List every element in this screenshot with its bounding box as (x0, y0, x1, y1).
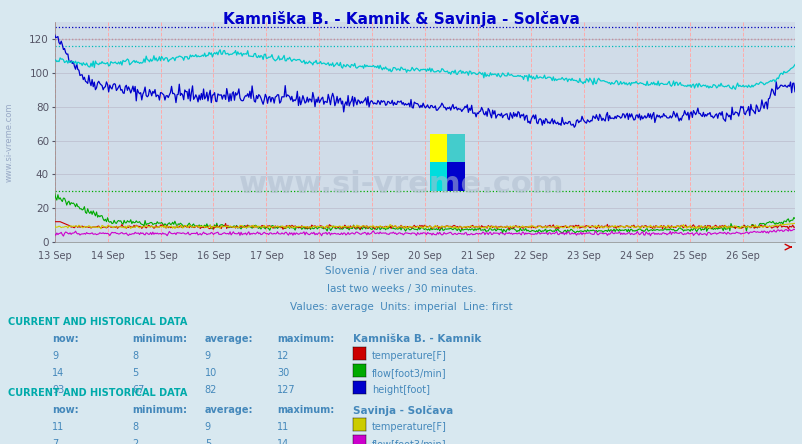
Text: 14: 14 (52, 368, 64, 378)
Text: 13 Sep: 13 Sep (38, 251, 71, 261)
Text: CURRENT AND HISTORICAL DATA: CURRENT AND HISTORICAL DATA (8, 317, 187, 328)
Text: 23 Sep: 23 Sep (566, 251, 601, 261)
Text: 10: 10 (205, 368, 217, 378)
Text: last two weeks / 30 minutes.: last two weeks / 30 minutes. (326, 284, 476, 294)
Text: CURRENT AND HISTORICAL DATA: CURRENT AND HISTORICAL DATA (8, 388, 187, 398)
Text: Savinja - Solčava: Savinja - Solčava (353, 405, 453, 416)
Text: 5: 5 (132, 368, 139, 378)
Text: 9: 9 (52, 351, 59, 361)
Text: average:: average: (205, 334, 253, 345)
Text: 11: 11 (277, 422, 289, 432)
Text: 7: 7 (52, 439, 59, 444)
Text: 8: 8 (132, 351, 139, 361)
Text: 9: 9 (205, 351, 211, 361)
Text: 21 Sep: 21 Sep (461, 251, 495, 261)
Text: 2: 2 (132, 439, 139, 444)
Text: www.si-vreme.com: www.si-vreme.com (5, 102, 14, 182)
Text: temperature[F]: temperature[F] (371, 351, 446, 361)
Text: 15 Sep: 15 Sep (144, 251, 177, 261)
Text: 14: 14 (277, 439, 289, 444)
Text: 22 Sep: 22 Sep (513, 251, 548, 261)
Text: minimum:: minimum: (132, 334, 187, 345)
Text: Kamniška B. - Kamnik & Savinja - Solčava: Kamniška B. - Kamnik & Savinja - Solčava (223, 11, 579, 27)
Text: Kamniška B. - Kamnik: Kamniška B. - Kamnik (353, 334, 481, 345)
Text: 12: 12 (277, 351, 289, 361)
Text: 14 Sep: 14 Sep (91, 251, 124, 261)
Text: flow[foot3/min]: flow[foot3/min] (371, 439, 446, 444)
Text: maximum:: maximum: (277, 334, 334, 345)
Text: 16 Sep: 16 Sep (196, 251, 230, 261)
Text: 93: 93 (52, 385, 64, 395)
Text: 67: 67 (132, 385, 144, 395)
Text: 5: 5 (205, 439, 211, 444)
Text: maximum:: maximum: (277, 405, 334, 415)
Text: www.si-vreme.com: www.si-vreme.com (238, 170, 564, 199)
Text: 17 Sep: 17 Sep (249, 251, 283, 261)
Text: minimum:: minimum: (132, 405, 187, 415)
Text: now:: now: (52, 334, 79, 345)
Text: Values: average  Units: imperial  Line: first: Values: average Units: imperial Line: fi… (290, 302, 512, 312)
Text: height[foot]: height[foot] (371, 385, 429, 395)
Text: 19 Sep: 19 Sep (355, 251, 389, 261)
Text: 18 Sep: 18 Sep (302, 251, 336, 261)
Text: 127: 127 (277, 385, 295, 395)
Text: 8: 8 (132, 422, 139, 432)
Text: 9: 9 (205, 422, 211, 432)
Text: Slovenia / river and sea data.: Slovenia / river and sea data. (325, 266, 477, 277)
Text: 24 Sep: 24 Sep (619, 251, 654, 261)
Text: 11: 11 (52, 422, 64, 432)
Text: temperature[F]: temperature[F] (371, 422, 446, 432)
Text: 25 Sep: 25 Sep (672, 251, 707, 261)
Text: 82: 82 (205, 385, 217, 395)
Text: average:: average: (205, 405, 253, 415)
Text: now:: now: (52, 405, 79, 415)
Text: flow[foot3/min]: flow[foot3/min] (371, 368, 446, 378)
Text: 20 Sep: 20 Sep (408, 251, 442, 261)
Text: 26 Sep: 26 Sep (725, 251, 759, 261)
Text: 30: 30 (277, 368, 289, 378)
